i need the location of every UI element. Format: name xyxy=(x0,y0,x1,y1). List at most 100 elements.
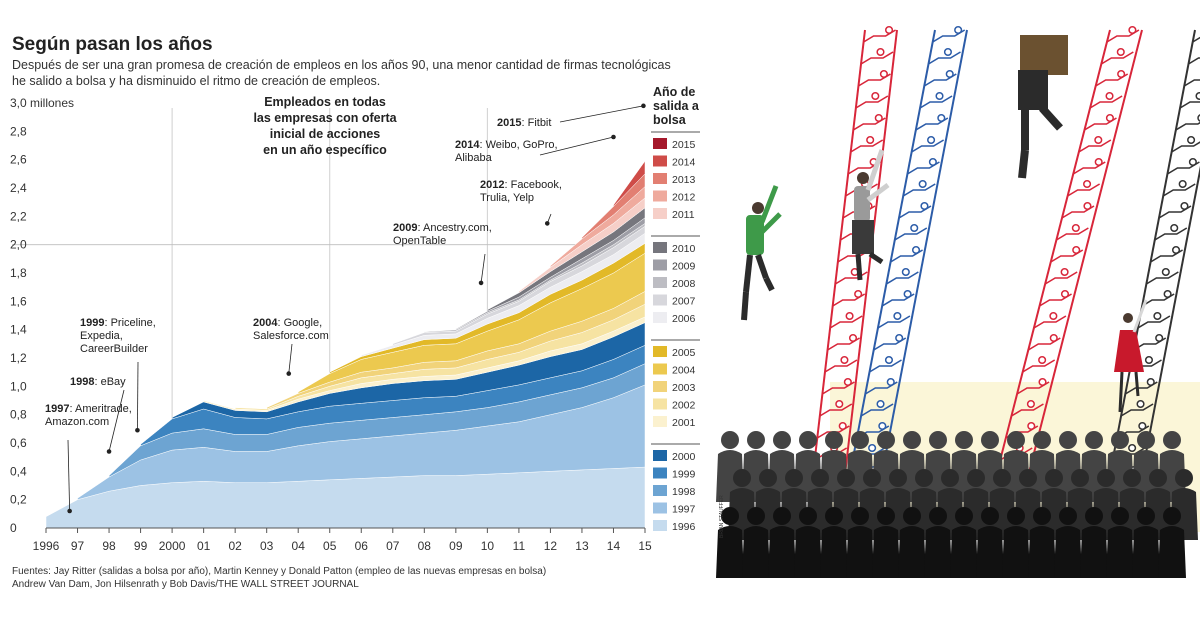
annotation-text: 2014: Weibo, GoPro, xyxy=(455,139,558,151)
annotation-1999: 1999: Priceline,Expedia,CareerBuilder xyxy=(80,317,156,433)
legend-label: 2010 xyxy=(672,243,696,255)
annotation-leader xyxy=(108,389,125,452)
legend-label: 1999 xyxy=(672,469,696,481)
annotation-1997: 1997: Ameritrade,Amazon.com xyxy=(45,403,132,514)
x-tick-label: 07 xyxy=(386,539,400,553)
y-tick-label: 0,6 xyxy=(10,436,27,450)
legend-swatch xyxy=(653,346,667,357)
x-tick-label: 06 xyxy=(355,539,369,553)
legend-swatch xyxy=(653,485,667,496)
annotation-text: Trulia, Yelp xyxy=(480,192,534,204)
legend-label: 1996 xyxy=(672,521,696,533)
x-tick-label: 09 xyxy=(449,539,463,553)
legend-label: 2011 xyxy=(672,209,695,221)
x-tick-label: 10 xyxy=(481,539,495,553)
climber-top xyxy=(1018,35,1068,179)
annotation-1998: 1998: eBay xyxy=(70,376,126,454)
legend-label: 2003 xyxy=(672,382,696,394)
legend-swatch xyxy=(653,190,667,202)
y-tick-label: 1,0 xyxy=(10,379,27,393)
annotation-point xyxy=(135,427,140,433)
y-tick-label: 1,4 xyxy=(10,323,27,337)
y-tick-label: 2,8 xyxy=(10,124,27,138)
y-tick-label: 1,2 xyxy=(10,351,27,365)
annotation-2009: 2009: Ancestry.com,OpenTable xyxy=(393,222,492,286)
legend-swatch xyxy=(653,312,667,323)
area-series-2014 xyxy=(613,160,646,208)
annotation-text: 1999: Priceline, xyxy=(80,317,156,329)
legend-swatch xyxy=(653,138,667,149)
legend-title: bolsa xyxy=(653,113,687,127)
annotation-2012: 2012: Facebook,Trulia, Yelp xyxy=(480,179,562,226)
legend-swatch xyxy=(653,294,667,306)
annotation-2004: 2004: Google,Salesforce.com xyxy=(253,317,329,376)
legend-swatch xyxy=(653,502,667,514)
legend-label: 2001 xyxy=(672,417,696,429)
y-tick-label: 1,6 xyxy=(10,294,27,308)
climber-green xyxy=(741,185,782,321)
x-tick-label: 99 xyxy=(134,539,148,553)
legend-swatch xyxy=(653,450,667,461)
annotation-leader xyxy=(137,361,139,431)
legend-label: 2006 xyxy=(672,313,696,325)
legend-swatch xyxy=(653,242,667,253)
legend-label: 2009 xyxy=(672,261,696,273)
legend-swatch xyxy=(653,398,667,410)
annotation-point xyxy=(478,280,484,286)
legend-label: 2013 xyxy=(672,174,696,186)
credit-line: Andrew Van Dam, Jon Hilsenrath y Bob Dav… xyxy=(12,579,359,590)
annotation-text: 2009: Ancestry.com, xyxy=(393,222,492,234)
legend-label: 2012 xyxy=(672,192,696,204)
annotation-leader xyxy=(480,253,486,283)
legend-swatch xyxy=(653,416,667,427)
x-tick-label: 05 xyxy=(323,539,337,553)
x-tick-label: 13 xyxy=(575,539,589,553)
climber-red xyxy=(1114,299,1148,413)
x-tick-label: 03 xyxy=(260,539,274,553)
legend-swatch xyxy=(653,173,667,184)
y-unit-label: 3,0 millones xyxy=(10,96,74,110)
annotation-text: Amazon.com xyxy=(45,416,109,428)
x-tick-label: 15 xyxy=(638,539,652,553)
annotation-point xyxy=(286,371,292,376)
annotation-text: Alibaba xyxy=(455,152,493,164)
legend-swatch xyxy=(653,363,667,375)
annotation-text: 1998: eBay xyxy=(70,376,126,388)
legend-swatch xyxy=(653,381,667,392)
y-tick-label: 2,4 xyxy=(10,181,27,195)
x-tick-label: 97 xyxy=(71,539,85,553)
legend-title: Año de xyxy=(653,85,695,99)
chart-title: Según pasan los años xyxy=(12,34,213,55)
x-tick-label: 11 xyxy=(513,539,526,553)
x-tick-label: 08 xyxy=(418,539,432,553)
center-note-line: en un año específico xyxy=(263,143,387,157)
annotation-point xyxy=(611,134,616,140)
climber-grey xyxy=(852,149,890,281)
annotation-point xyxy=(641,103,646,109)
annotation-text: 2004: Google, xyxy=(253,317,322,329)
x-tick-label: 1996 xyxy=(33,539,60,553)
x-tick-label: 04 xyxy=(292,539,306,553)
x-tick-label: 98 xyxy=(102,539,116,553)
annotation-point xyxy=(67,508,72,514)
center-note-line: Empleados en todas xyxy=(264,95,386,109)
x-tick-label: 02 xyxy=(228,539,242,553)
legend-swatch xyxy=(653,155,667,167)
subtitle-line-1: Después de ser una gran promesa de creac… xyxy=(12,58,671,72)
annotation-text: CareerBuilder xyxy=(80,343,148,355)
annotation-leader xyxy=(67,439,71,512)
legend-label: 2015 xyxy=(672,139,696,151)
y-tick-label: 2,0 xyxy=(10,238,27,252)
legend-swatch xyxy=(653,520,667,531)
legend-label: 2007 xyxy=(672,296,696,308)
legend-label: 1997 xyxy=(672,504,696,516)
center-note-line: inicial de acciones xyxy=(270,127,381,141)
legend-label: 2000 xyxy=(672,451,696,463)
x-tick-label: 12 xyxy=(544,539,558,553)
legend-swatch xyxy=(653,467,667,479)
legend-label: 2004 xyxy=(672,365,696,377)
legend-label: 2014 xyxy=(672,157,696,169)
y-tick-label: 2,2 xyxy=(10,209,27,223)
crowd-silhouettes xyxy=(716,431,1198,578)
legend-label: 1998 xyxy=(672,486,696,498)
